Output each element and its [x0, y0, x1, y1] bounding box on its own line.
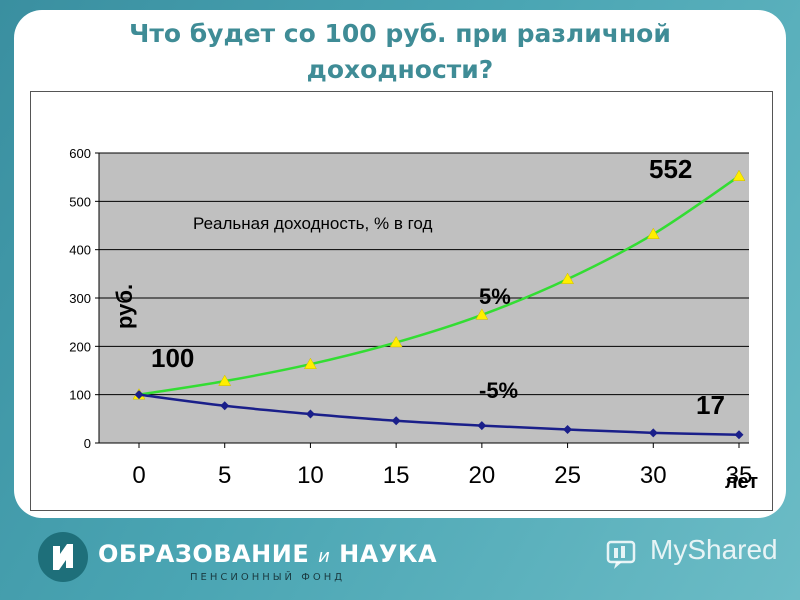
watermark-text: MyShared: [650, 534, 778, 565]
x-tick-label-15: 15: [383, 462, 410, 489]
y-tick-label-600: 600: [69, 146, 91, 161]
series-line-1: [138, 393, 740, 437]
x-tick-label-0: 0: [132, 462, 145, 489]
x-tick-label-35: 35: [726, 462, 753, 489]
x-tick-label-10: 10: [297, 462, 324, 489]
series-1-point-10: [305, 409, 315, 419]
x-axis-label: лет: [725, 471, 758, 493]
x-tick-label-20: 20: [469, 462, 496, 489]
series-0-point-20: [475, 308, 489, 320]
series-1-point-30: [648, 428, 658, 438]
series-0-point-35: [732, 169, 746, 181]
series-label-down: -5%: [479, 378, 518, 403]
y-tick-label-0: 0: [84, 436, 91, 451]
slide-title-line2: доходности?: [306, 55, 494, 84]
pension-fund-logo-icon: [38, 532, 88, 582]
x-tick-label-25: 25: [554, 462, 581, 489]
chart-subtitle: Реальная доходность, % в год: [193, 214, 432, 233]
start-value-label: 100: [151, 343, 194, 373]
series-1-point-5: [220, 401, 230, 411]
series-1-point-35: [734, 430, 744, 440]
y-tick-label-500: 500: [69, 194, 91, 209]
slide-title-line1: Что будет со 100 руб. при различной: [129, 19, 671, 48]
line-chart: 0 100 200 300 400 500 600 0 5 10 15 20 25 30 35 Реаль…: [69, 146, 758, 493]
slide-title: Что будет со 100 руб. при различной дохо…: [0, 16, 800, 88]
myshared-icon: [606, 540, 636, 569]
series-label-up: 5%: [479, 284, 511, 309]
end-value-up-label: 552: [649, 154, 692, 184]
series-0-point-10: [303, 357, 317, 369]
series-1-point-15: [391, 416, 401, 426]
footer: ОБРАЗОВАНИЕ и НАУКА ПЕНСИОННЫЙ ФОНД MySh…: [0, 520, 800, 600]
logo-text: ОБРАЗОВАНИЕ и НАУКА: [98, 540, 437, 568]
x-tick-label-5: 5: [218, 462, 231, 489]
end-value-down-label: 17: [696, 390, 725, 420]
y-tick-label-400: 400: [69, 243, 91, 258]
x-tick-label-30: 30: [640, 462, 667, 489]
logo-and: и: [318, 546, 331, 567]
y-tick-label-300: 300: [69, 291, 91, 306]
series-1-point-20: [477, 421, 487, 431]
logo-main2: НАУКА: [339, 540, 438, 568]
y-tick-label-200: 200: [69, 339, 91, 354]
y-tick-label-100: 100: [69, 388, 91, 403]
chart-frame: 0 100 200 300 400 500 600 0 5 10 15 20 25 30 35 Реаль…: [30, 91, 773, 511]
y-axis-label: руб.: [112, 284, 137, 329]
series-0-point-25: [561, 272, 575, 284]
logo-subtitle: ПЕНСИОННЫЙ ФОНД: [190, 572, 346, 583]
logo-main: ОБРАЗОВАНИЕ: [98, 540, 310, 568]
series-1-point-0: [134, 390, 144, 400]
series-0-point-30: [646, 227, 660, 239]
series-0-point-15: [389, 335, 403, 348]
series-1-point-25: [563, 424, 573, 434]
series-0-point-5: [218, 374, 232, 386]
